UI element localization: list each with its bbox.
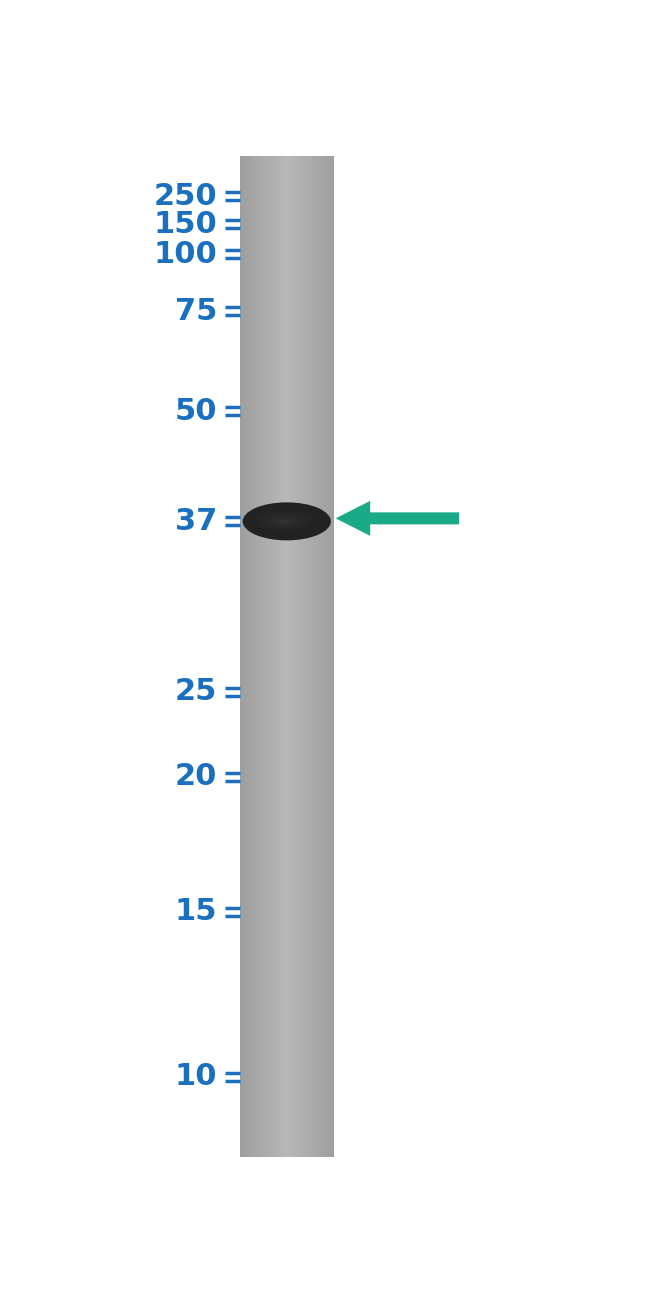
Bar	[296, 156, 298, 1157]
Ellipse shape	[280, 520, 289, 523]
Bar	[300, 156, 302, 1157]
Text: 150: 150	[153, 209, 217, 239]
Ellipse shape	[264, 515, 305, 528]
Ellipse shape	[242, 508, 326, 534]
Text: 100: 100	[153, 239, 217, 269]
Bar	[283, 156, 285, 1157]
Text: 250: 250	[153, 182, 217, 211]
Bar	[259, 156, 261, 1157]
Bar	[290, 156, 292, 1157]
Bar	[282, 156, 284, 1157]
Bar	[307, 156, 309, 1157]
Bar	[280, 156, 282, 1157]
Text: 10: 10	[175, 1062, 217, 1092]
Ellipse shape	[269, 517, 300, 526]
Bar	[271, 156, 273, 1157]
Bar	[254, 156, 256, 1157]
Bar	[244, 156, 246, 1157]
Ellipse shape	[274, 519, 294, 524]
Bar	[251, 156, 253, 1157]
Bar	[265, 156, 267, 1157]
Bar	[298, 156, 300, 1157]
Ellipse shape	[248, 511, 321, 533]
Bar	[249, 156, 252, 1157]
Ellipse shape	[253, 512, 315, 530]
Bar	[311, 156, 313, 1157]
Bar	[324, 156, 326, 1157]
Bar	[248, 156, 250, 1157]
Text: 75: 75	[175, 296, 217, 326]
Bar	[305, 156, 307, 1157]
Bar	[268, 156, 270, 1157]
Text: 50: 50	[175, 396, 217, 426]
Ellipse shape	[259, 514, 310, 529]
Bar	[308, 156, 310, 1157]
Bar	[263, 156, 265, 1157]
Text: 15: 15	[175, 897, 217, 927]
Bar	[287, 156, 289, 1157]
Bar	[243, 156, 245, 1157]
Bar	[292, 156, 295, 1157]
Text: 37: 37	[175, 507, 217, 536]
Bar	[276, 156, 278, 1157]
Bar	[255, 156, 257, 1157]
Bar	[260, 156, 262, 1157]
Bar	[322, 156, 324, 1157]
Bar	[246, 156, 248, 1157]
Bar	[252, 156, 254, 1157]
Bar	[257, 156, 259, 1157]
Bar	[313, 156, 315, 1157]
FancyArrow shape	[335, 500, 459, 536]
Bar	[285, 156, 287, 1157]
Bar	[270, 156, 272, 1157]
Bar	[315, 156, 317, 1157]
Ellipse shape	[242, 502, 331, 541]
Bar	[332, 156, 333, 1157]
Bar	[294, 156, 296, 1157]
Bar	[326, 156, 328, 1157]
Bar	[320, 156, 323, 1157]
Bar	[304, 156, 306, 1157]
Bar	[299, 156, 301, 1157]
Bar	[288, 156, 290, 1157]
Bar	[272, 156, 274, 1157]
Bar	[330, 156, 332, 1157]
Bar	[302, 156, 304, 1157]
Bar	[328, 156, 330, 1157]
Bar	[327, 156, 329, 1157]
Bar	[262, 156, 264, 1157]
Bar	[318, 156, 320, 1157]
Bar	[310, 156, 312, 1157]
Bar	[279, 156, 281, 1157]
Bar	[319, 156, 321, 1157]
Bar	[240, 156, 242, 1157]
Bar	[274, 156, 276, 1157]
Text: 25: 25	[175, 677, 217, 706]
Bar	[242, 156, 244, 1157]
Bar	[277, 156, 280, 1157]
Bar	[266, 156, 268, 1157]
Bar	[291, 156, 293, 1157]
Bar	[316, 156, 318, 1157]
Text: 20: 20	[175, 762, 217, 792]
